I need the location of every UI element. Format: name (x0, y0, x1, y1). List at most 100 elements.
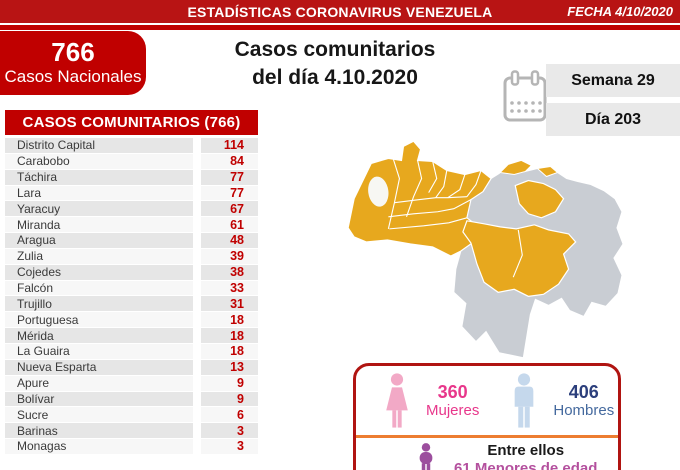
national-cases-value: 766 (51, 37, 95, 67)
column-gap (193, 201, 201, 217)
day-badge: Día 203 (546, 103, 680, 136)
state-cases-value: 48 (201, 233, 258, 249)
column-gap (193, 281, 201, 297)
table-row: Aragua 48 (5, 233, 258, 249)
state-name: Portuguesa (5, 312, 193, 329)
map-highlight-coast-strip2 (536, 165, 559, 178)
state-borders (387, 159, 523, 278)
column-gap (193, 186, 201, 202)
table-row: Carabobo 84 (5, 153, 258, 170)
women-stats: 360 Mujeres (426, 382, 479, 420)
column-gap (193, 439, 201, 455)
state-cases-value: 31 (201, 296, 258, 313)
national-cases-badge: 766 Casos Nacionales (0, 31, 146, 95)
state-cases-value: 18 (201, 343, 258, 360)
state-name: Miranda (5, 217, 193, 234)
state-name: Zulia (5, 248, 193, 265)
table-row: Táchira 77 (5, 169, 258, 186)
child-icon (419, 443, 433, 470)
state-cases-value: 84 (201, 153, 258, 170)
table-row: Monagas 3 (5, 439, 258, 455)
column-gap (193, 423, 201, 439)
table-row: Distrito Capital 114 (5, 138, 258, 154)
top-header-bar: ESTADÍSTICAS CORONAVIRUS VENEZUELA FECHA… (0, 0, 680, 23)
state-name: Nueva Esparta (5, 359, 193, 376)
state-cases-value: 3 (201, 439, 258, 455)
cases-table-header: CASOS COMUNITARIOS (766) (5, 110, 258, 135)
state-cases-value: 77 (201, 169, 258, 186)
state-cases-value: 67 (201, 201, 258, 218)
map-highlight-northeast (514, 179, 565, 219)
state-name: Cojedes (5, 264, 193, 281)
table-row: Miranda 61 (5, 217, 258, 234)
table-row: Falcón 33 (5, 280, 258, 297)
minors-stats: Entre ellos 61 Menores de edad (454, 442, 597, 470)
state-name: Carabobo (5, 153, 193, 170)
table-row: Barinas 3 (5, 423, 258, 440)
state-cases-value: 114 (201, 138, 258, 154)
column-gap (193, 407, 201, 423)
state-cases-value: 3 (201, 423, 258, 440)
column-gap (193, 392, 201, 408)
state-name: Sucre (5, 407, 193, 424)
state-name: Yaracuy (5, 201, 193, 218)
venezuela-map (333, 134, 625, 362)
table-row: Bolívar 9 (5, 391, 258, 408)
main-title-line1: Casos comunitarios (234, 38, 436, 61)
table-row: Zulia 39 (5, 248, 258, 265)
column-gap (193, 265, 201, 281)
state-name: Trujillo (5, 296, 193, 313)
gender-row: 360 Mujeres 406 Hombres (356, 366, 618, 435)
state-cases-value: 39 (201, 248, 258, 265)
column-gap (193, 312, 201, 328)
column-gap (193, 233, 201, 249)
minors-title: Entre ellos (487, 442, 565, 459)
state-name: Falcón (5, 280, 193, 297)
column-gap (193, 296, 201, 312)
state-cases-value: 33 (201, 280, 258, 297)
table-row: Mérida 18 (5, 328, 258, 344)
state-name: Táchira (5, 169, 193, 186)
minors-row: Entre ellos 61 Menores de edad (356, 438, 618, 470)
men-value: 406 (568, 381, 599, 402)
women-value: 360 (437, 381, 468, 402)
state-name: La Guaira (5, 343, 193, 360)
lake-maracaibo (368, 176, 389, 207)
table-row: Lara 77 (5, 185, 258, 202)
men-label: Hombres (553, 401, 615, 419)
table-row: Apure 9 (5, 375, 258, 392)
table-row: Portuguesa 18 (5, 312, 258, 329)
table-row: Yaracuy 67 (5, 201, 258, 218)
header-accent-line (0, 25, 680, 30)
column-gap (193, 138, 201, 154)
column-gap (193, 154, 201, 170)
report-date: FECHA 4/10/2020 (567, 4, 673, 19)
table-row: La Guaira 18 (5, 343, 258, 360)
state-cases-value: 9 (201, 391, 258, 408)
main-title: Casos comunitarios del día 4.10.2020 (185, 36, 485, 92)
state-name: Barinas (5, 423, 193, 440)
state-cases-value: 77 (201, 185, 258, 202)
map-highlight-west (347, 140, 492, 257)
week-badge: Semana 29 (546, 64, 680, 97)
minors-detail: 61 Menores de edad (454, 460, 598, 470)
table-row: Cojedes 38 (5, 264, 258, 281)
state-cases-value: 18 (201, 312, 258, 329)
state-name: Apure (5, 375, 193, 392)
state-cases-value: 38 (201, 264, 258, 281)
column-gap (193, 360, 201, 376)
orange-divider (356, 435, 618, 438)
state-cases-value: 18 (201, 328, 258, 344)
table-row: Nueva Esparta 13 (5, 359, 258, 376)
column-gap (193, 376, 201, 392)
map-highlight-coast-strip1 (499, 159, 533, 176)
column-gap (193, 170, 201, 186)
column-gap (193, 344, 201, 360)
state-name: Lara (5, 185, 193, 202)
female-icon (386, 372, 408, 428)
state-name: Distrito Capital (5, 138, 193, 154)
state-cases-value: 6 (201, 407, 258, 424)
main-title-line2: del día 4.10.2020 (252, 66, 418, 89)
state-cases-value: 61 (201, 217, 258, 234)
